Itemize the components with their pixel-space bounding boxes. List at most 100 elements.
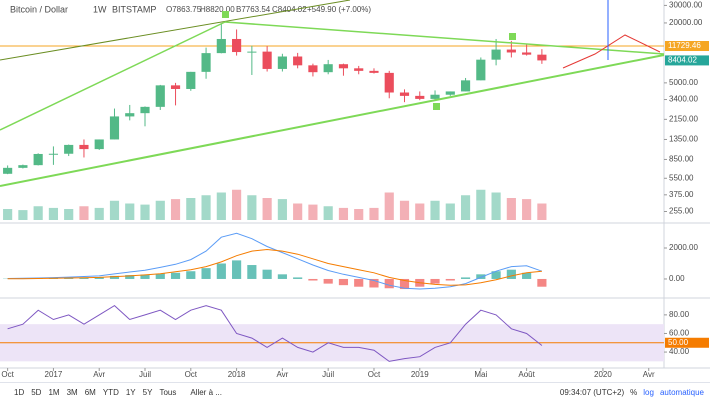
volume-bar xyxy=(537,203,547,220)
macd-bar xyxy=(430,278,440,284)
symbol: Bitcoin / Dollar xyxy=(10,4,68,14)
range-buttons: 1D 5D 1M 3M 6M YTD 1Y 5Y Tous xyxy=(7,388,176,397)
y-tick-label: 60.00 xyxy=(669,329,690,338)
range-button[interactable]: 5D xyxy=(31,388,42,397)
x-tick-label: 2019 xyxy=(411,370,429,379)
macd-bar xyxy=(476,274,486,279)
header: Bitcoin / Dollar 1W BITSTAMP O7863.75 H8… xyxy=(10,4,371,14)
range-button[interactable]: 1D xyxy=(14,388,25,397)
candle-body xyxy=(48,153,59,155)
background xyxy=(0,0,710,382)
volume-bar xyxy=(3,209,13,220)
y-tick-label: 1350.00 xyxy=(669,135,698,144)
marker xyxy=(509,33,516,40)
candle-body xyxy=(277,56,287,69)
range-button[interactable]: YTD xyxy=(102,388,119,397)
y-tick-label: 40.00 xyxy=(669,347,690,356)
range-button[interactable]: 3M xyxy=(66,388,78,397)
x-tick-label: Oct xyxy=(1,370,14,379)
log-toggle[interactable]: log xyxy=(643,388,654,397)
marker xyxy=(222,11,229,18)
y-tick-label: 5000.00 xyxy=(669,78,698,87)
macd-bar xyxy=(491,271,501,279)
volume-bar xyxy=(64,209,74,220)
macd-bar xyxy=(369,278,379,288)
volume-bar xyxy=(369,207,379,220)
range-button[interactable]: Tous xyxy=(159,388,177,397)
candle-body xyxy=(125,113,135,117)
candle-body xyxy=(338,64,349,69)
volume-bar xyxy=(79,206,89,220)
change: +549.90 (+7.00%) xyxy=(307,5,371,14)
candle-body xyxy=(384,72,394,93)
volume-bar xyxy=(460,195,471,220)
macd-bar xyxy=(277,274,287,279)
range-button[interactable]: 1Y xyxy=(125,388,136,397)
interval: 1W xyxy=(93,4,107,14)
y-tick-label: 255.00 xyxy=(669,207,694,216)
y-tick-label: 20000.00 xyxy=(669,18,703,27)
y-tick-label: 0.00 xyxy=(669,274,685,283)
macd-bar xyxy=(186,271,196,279)
range-button[interactable]: 5Y xyxy=(142,388,153,397)
macd-bar xyxy=(445,278,455,281)
candle-body xyxy=(537,54,547,61)
range-button[interactable]: 1M xyxy=(48,388,60,397)
macd-bar xyxy=(155,273,165,279)
price-tag xyxy=(665,55,709,66)
range-button[interactable]: 6M xyxy=(84,388,96,397)
candle-body xyxy=(354,68,364,71)
macd-bar xyxy=(323,278,333,284)
macd-bar xyxy=(232,260,242,279)
candle-body xyxy=(140,106,150,114)
x-tick-label: 2018 xyxy=(228,370,246,379)
volume-bar xyxy=(308,204,318,220)
volume-bar xyxy=(277,199,287,220)
goto-button[interactable]: Aller à ... xyxy=(190,388,222,397)
y-tick-label: 850.00 xyxy=(669,155,694,164)
x-tick-label: Oct xyxy=(185,370,198,379)
x-tick-label: Mai xyxy=(474,370,487,379)
macd-bar xyxy=(140,274,150,279)
macd-bar xyxy=(399,278,410,290)
volume-bar xyxy=(247,195,257,220)
candle-body xyxy=(522,52,532,55)
volume-bar xyxy=(186,198,196,220)
macd-bar xyxy=(384,278,394,289)
auto-toggle[interactable]: automatique xyxy=(659,388,704,397)
volume-bar xyxy=(430,200,440,220)
candle-body xyxy=(460,80,471,92)
y-tick-label: 375.00 xyxy=(669,190,694,199)
candle-body xyxy=(186,71,196,89)
candle-body xyxy=(155,85,165,107)
x-tick-label: Avr xyxy=(276,370,288,379)
macd-bar xyxy=(262,269,272,279)
candle-body xyxy=(232,38,242,53)
volume-bar xyxy=(262,198,272,220)
volume-bar xyxy=(140,204,150,220)
candle-body xyxy=(506,49,516,53)
macd-bar xyxy=(522,272,532,279)
price-tag-label: 8404.02 xyxy=(668,56,697,65)
macd-bar xyxy=(354,278,364,287)
macd-bar xyxy=(109,275,120,279)
candle-body xyxy=(3,167,13,174)
candle-body xyxy=(94,139,104,150)
y-tick-label: 3400.00 xyxy=(669,95,698,104)
volume-bar xyxy=(33,206,43,220)
chart: Bitcoin / Dollar 1W BITSTAMP O7863.75 H8… xyxy=(0,0,710,382)
trendline xyxy=(224,21,665,55)
volume-bar xyxy=(338,207,349,220)
volume-bar xyxy=(18,210,28,220)
volume-bar xyxy=(201,195,211,220)
y-tick-label: 550.00 xyxy=(669,173,694,182)
percent-toggle[interactable]: % xyxy=(630,388,638,397)
candle-body xyxy=(369,70,379,73)
candle-body xyxy=(415,95,425,99)
candle-body xyxy=(201,53,211,72)
candle-body xyxy=(170,85,181,89)
volume-bar xyxy=(170,199,181,220)
volume-bar xyxy=(109,200,120,220)
macd-bar xyxy=(201,268,211,279)
trendline xyxy=(0,0,351,61)
